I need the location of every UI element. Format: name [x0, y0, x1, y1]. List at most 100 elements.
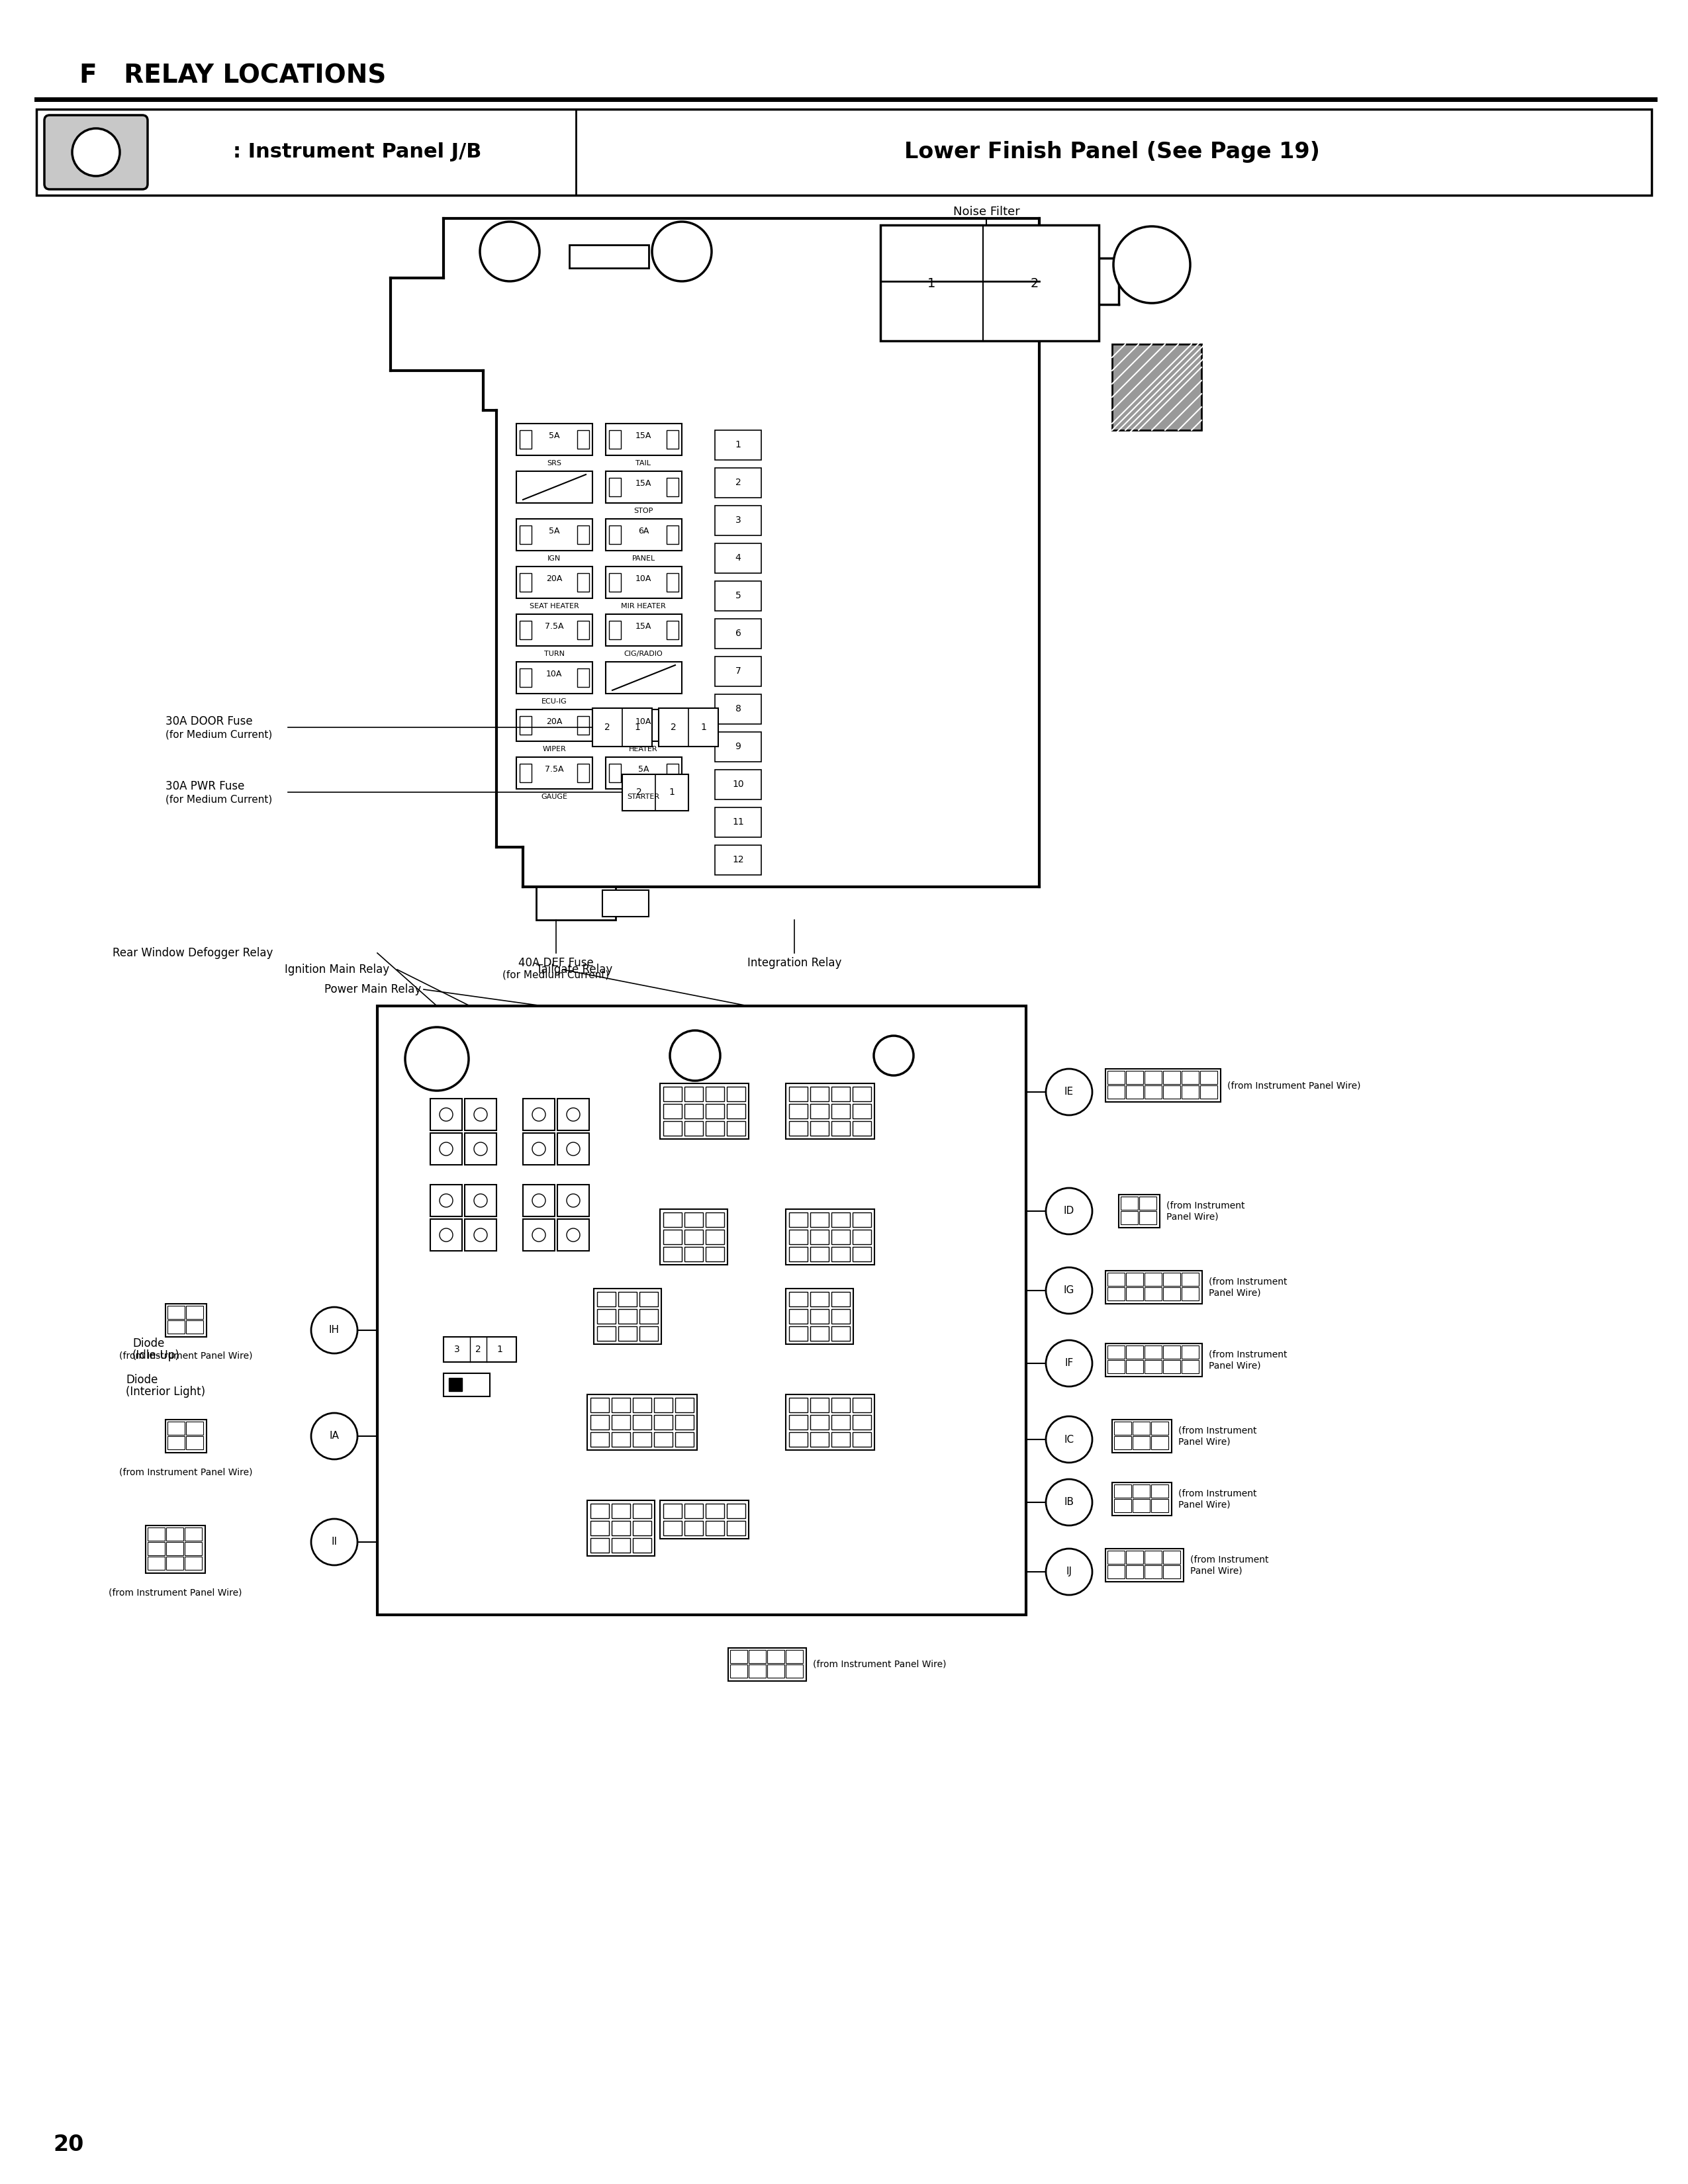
Text: 10A: 10A: [545, 670, 562, 677]
Bar: [660, 1500, 749, 1540]
Bar: [1182, 1070, 1198, 1083]
Bar: [728, 1520, 746, 1535]
Bar: [1126, 1566, 1143, 1579]
Text: STARTER: STARTER: [628, 793, 660, 799]
Bar: [1126, 1070, 1143, 1083]
FancyBboxPatch shape: [44, 116, 147, 190]
Bar: [378, 1007, 1026, 1614]
Bar: [577, 430, 589, 448]
Bar: [749, 1649, 766, 1664]
Bar: [145, 1524, 206, 1572]
Bar: [706, 1103, 724, 1118]
Bar: [147, 1557, 165, 1570]
Bar: [444, 1374, 490, 1396]
Text: 9: 9: [736, 743, 741, 751]
Bar: [577, 764, 589, 782]
Circle shape: [1047, 1341, 1092, 1387]
Bar: [633, 1415, 652, 1431]
Text: ECU-IG: ECU-IG: [542, 699, 567, 705]
Bar: [520, 620, 532, 640]
Bar: [592, 708, 652, 747]
Bar: [684, 1212, 702, 1227]
Text: 20A: 20A: [545, 574, 562, 583]
Bar: [728, 1503, 746, 1518]
Text: 10A: 10A: [635, 574, 652, 583]
Bar: [606, 520, 682, 550]
Bar: [577, 716, 589, 734]
Bar: [852, 1415, 871, 1431]
Bar: [716, 845, 761, 876]
Bar: [1144, 1286, 1161, 1299]
Bar: [1182, 1273, 1198, 1286]
Bar: [749, 1664, 766, 1677]
Text: IC: IC: [1063, 1435, 1074, 1444]
Bar: [663, 1120, 682, 1136]
Text: CIG/RADIO: CIG/RADIO: [625, 651, 663, 657]
Circle shape: [439, 1195, 452, 1208]
Bar: [618, 1308, 636, 1324]
Bar: [557, 1133, 589, 1164]
Bar: [606, 614, 682, 646]
Text: 10: 10: [733, 780, 744, 788]
Circle shape: [311, 1306, 358, 1354]
Text: (for Medium Current): (for Medium Current): [165, 729, 272, 740]
Text: (Interior Light): (Interior Light): [127, 1387, 206, 1398]
Bar: [810, 1120, 829, 1136]
Bar: [1112, 1483, 1171, 1516]
Bar: [587, 1393, 697, 1450]
Bar: [852, 1120, 871, 1136]
Text: 1: 1: [668, 788, 675, 797]
Bar: [557, 1219, 589, 1251]
Bar: [611, 1433, 630, 1446]
Bar: [832, 1433, 851, 1446]
Text: 1: 1: [927, 277, 935, 290]
Bar: [832, 1415, 851, 1431]
Bar: [832, 1212, 851, 1227]
Bar: [1106, 1343, 1202, 1376]
Bar: [165, 1527, 184, 1540]
Bar: [618, 1293, 636, 1306]
Bar: [788, 1308, 807, 1324]
Text: 15A: 15A: [635, 478, 652, 487]
Bar: [147, 1527, 165, 1540]
Bar: [517, 424, 592, 454]
Bar: [810, 1293, 829, 1306]
Bar: [609, 716, 621, 734]
Bar: [1126, 1361, 1143, 1374]
Text: IH: IH: [329, 1326, 339, 1334]
Text: 5A: 5A: [549, 526, 559, 535]
Text: F   RELAY LOCATIONS: F RELAY LOCATIONS: [79, 63, 387, 90]
Bar: [810, 1398, 829, 1413]
Bar: [520, 430, 532, 448]
Text: 10A: 10A: [635, 716, 652, 725]
Bar: [147, 1542, 165, 1555]
Bar: [788, 1247, 807, 1262]
Bar: [609, 430, 621, 448]
Bar: [1144, 1345, 1161, 1358]
Bar: [1133, 1485, 1150, 1498]
Circle shape: [311, 1413, 358, 1459]
Text: 30A PWR Fuse: 30A PWR Fuse: [165, 780, 245, 793]
Bar: [591, 1433, 609, 1446]
Text: Diode: Diode: [132, 1337, 164, 1350]
Bar: [810, 1433, 829, 1446]
Text: IB: IB: [1063, 1498, 1074, 1507]
Bar: [520, 572, 532, 592]
Bar: [716, 695, 761, 725]
Bar: [731, 1664, 748, 1677]
Text: HEATER: HEATER: [630, 747, 658, 753]
Bar: [706, 1120, 724, 1136]
Bar: [675, 1398, 694, 1413]
Bar: [603, 891, 648, 917]
Bar: [523, 1219, 555, 1251]
Bar: [663, 1230, 682, 1245]
Bar: [716, 544, 761, 572]
Bar: [832, 1247, 851, 1262]
Text: 1: 1: [736, 441, 741, 450]
Text: SEAT HEATER: SEAT HEATER: [530, 603, 579, 609]
Bar: [852, 1247, 871, 1262]
Text: 1: 1: [496, 1345, 503, 1354]
Bar: [810, 1415, 829, 1431]
Bar: [577, 526, 589, 544]
Text: IJ: IJ: [1067, 1566, 1072, 1577]
